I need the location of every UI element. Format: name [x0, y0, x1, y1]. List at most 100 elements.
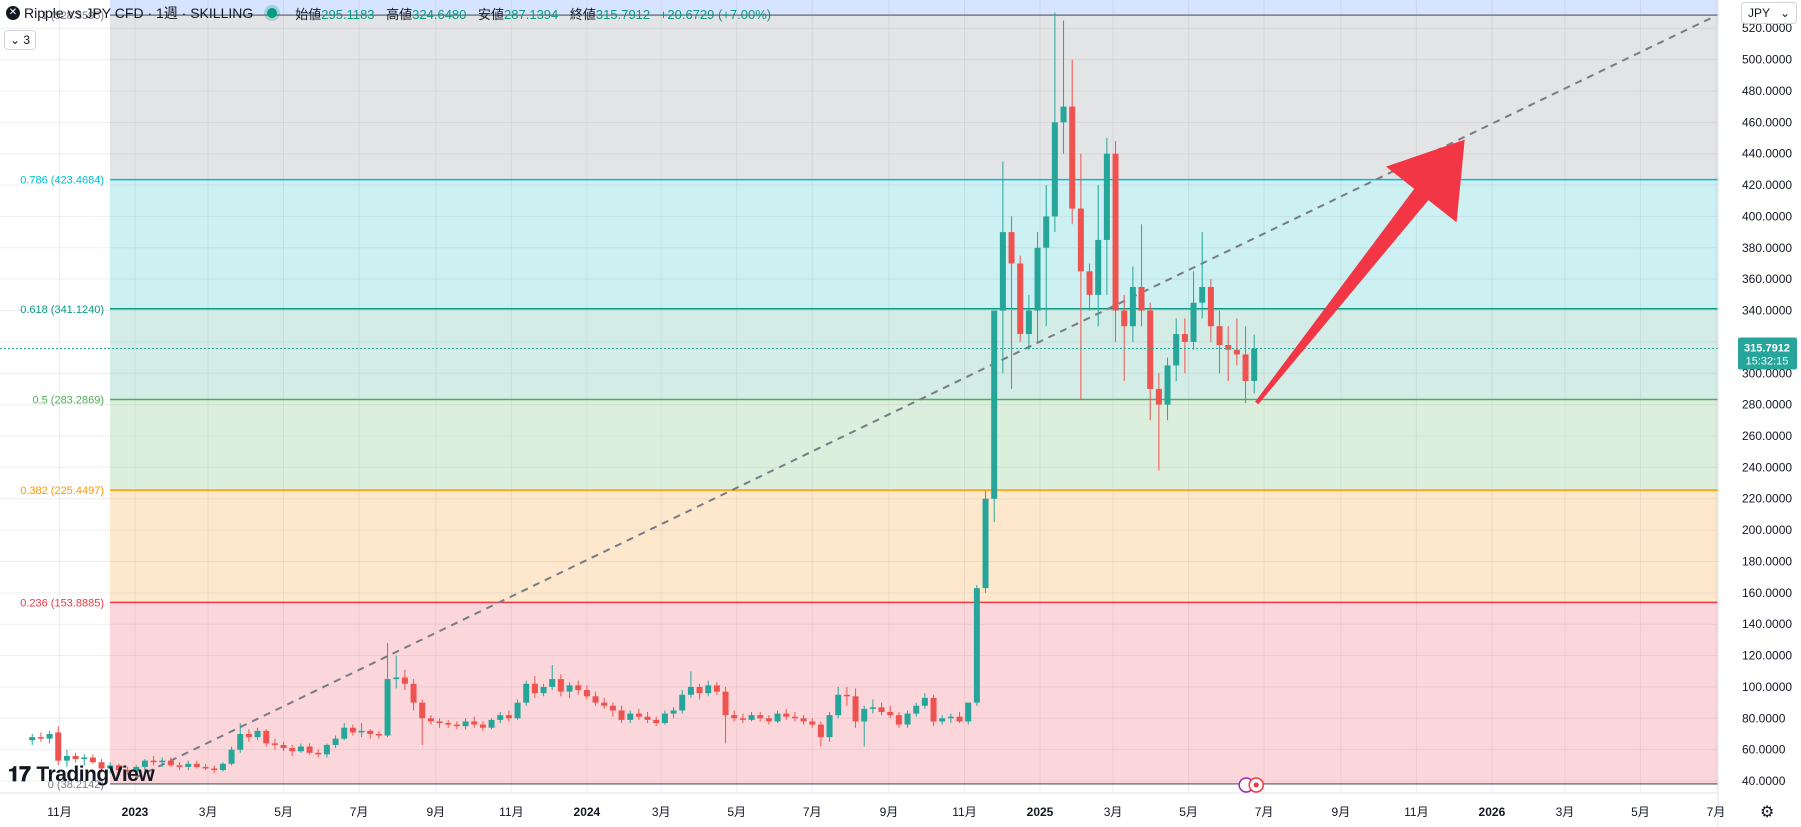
price-axis-tick-label: 280.0000: [1742, 398, 1792, 412]
change-value: +20.6729 (+7.00%): [659, 6, 772, 22]
candle-body: [141, 760, 148, 767]
candle-body: [601, 702, 608, 706]
candle: [453, 721, 460, 730]
candle-body: [323, 744, 330, 755]
candle: [991, 310, 998, 523]
candle: [289, 744, 296, 756]
price-tag-price: 315.7912: [1744, 342, 1790, 354]
candle-body: [453, 724, 460, 727]
candle: [367, 729, 374, 739]
candle: [81, 754, 88, 766]
symbol-title[interactable]: Ripple vs JPY CFD · 1週 · SKILLING: [24, 5, 254, 21]
tradingview-logo: 𝟏𝟕 TradingView: [8, 763, 155, 787]
candle: [592, 691, 599, 706]
candle: [72, 752, 79, 763]
candle: [748, 712, 755, 722]
candle: [774, 710, 781, 723]
indicator-collapse-button[interactable]: ⌄ 3: [4, 30, 36, 50]
candle: [46, 730, 53, 744]
candle-body: [219, 763, 226, 771]
high-value: 324.6480: [412, 6, 467, 22]
candle: [115, 763, 122, 772]
candle: [826, 712, 833, 742]
low-value: 287.1394: [504, 6, 559, 22]
candle: [1077, 153, 1084, 400]
price-axis-tick-label: 140.0000: [1742, 617, 1792, 631]
candle: [878, 702, 885, 716]
price-axis-tick-label: 440.0000: [1742, 147, 1792, 161]
candle-body: [514, 702, 521, 719]
candle-body: [29, 737, 36, 741]
chevron-down-icon: ⌄: [9, 33, 21, 47]
candle: [557, 674, 564, 697]
open-label: 始値: [295, 6, 322, 22]
currency-selector[interactable]: JPY ⌄: [1741, 2, 1797, 24]
candle-body: [436, 721, 443, 723]
candle-body: [133, 766, 140, 772]
candle-body: [98, 762, 105, 769]
price-axis-tick-label: 480.0000: [1742, 84, 1792, 98]
candle-body: [592, 696, 599, 703]
candle-body: [1112, 153, 1119, 311]
market-status-icon[interactable]: [267, 8, 278, 18]
candle-body: [1147, 310, 1154, 389]
candle: [861, 705, 868, 747]
candle-body: [1225, 345, 1232, 350]
candle-body: [1242, 354, 1249, 382]
price-axis-tick-label: 80.0000: [1742, 711, 1786, 725]
candle: [523, 680, 530, 706]
time-axis-tick-label: 5月: [727, 805, 746, 819]
candle-body: [1077, 208, 1084, 272]
candle-body: [861, 708, 868, 722]
time-axis-tick-label: 3月: [199, 805, 218, 819]
candle: [358, 722, 365, 738]
candle-body: [107, 765, 114, 769]
candle-body: [497, 715, 504, 720]
candle-body: [72, 755, 79, 760]
candle-body: [670, 710, 677, 714]
candle-body: [930, 697, 937, 722]
candle-body: [1043, 216, 1050, 248]
candle: [410, 679, 417, 711]
time-axis-tick-label: 2024: [574, 805, 601, 819]
gear-icon[interactable]: ⚙: [1760, 804, 1775, 821]
candle-body: [427, 718, 434, 722]
high-label: 高値: [386, 6, 413, 22]
fib-zone: [110, 399, 1718, 491]
ohlc-values: 始値295.1183 高値324.6480 安値287.1394 終値315.7…: [287, 4, 771, 23]
candle: [1147, 302, 1154, 421]
candle: [228, 746, 235, 766]
candle: [193, 760, 200, 769]
candle: [237, 722, 244, 753]
candle-body: [384, 679, 391, 736]
price-axis-tick-label: 400.0000: [1742, 209, 1792, 223]
price-axis-tick-label: 40.0000: [1742, 774, 1786, 788]
candle: [705, 680, 712, 697]
candle: [323, 743, 330, 758]
candle: [254, 727, 261, 741]
candle-body: [115, 765, 122, 771]
candle: [98, 759, 105, 771]
candle: [514, 699, 521, 720]
candle-body: [583, 690, 590, 697]
fib-zone: [110, 490, 1718, 603]
candle: [89, 754, 96, 764]
candle-body: [367, 730, 374, 734]
candle: [895, 712, 902, 728]
fib-level-label: 0.618 (341.1240): [20, 304, 104, 316]
candle: [713, 682, 720, 695]
time-axis-tick-label: 5月: [1179, 805, 1198, 819]
time-axis-tick-label: 2026: [1479, 805, 1506, 819]
candle: [1181, 318, 1188, 374]
candle-body: [1086, 271, 1093, 295]
candle: [462, 718, 469, 730]
candle: [618, 705, 625, 723]
candle: [341, 722, 348, 741]
candle: [306, 743, 313, 755]
candle-body: [835, 694, 842, 716]
candle-body: [921, 697, 928, 706]
candle-body: [843, 694, 850, 697]
candle: [1190, 271, 1197, 350]
